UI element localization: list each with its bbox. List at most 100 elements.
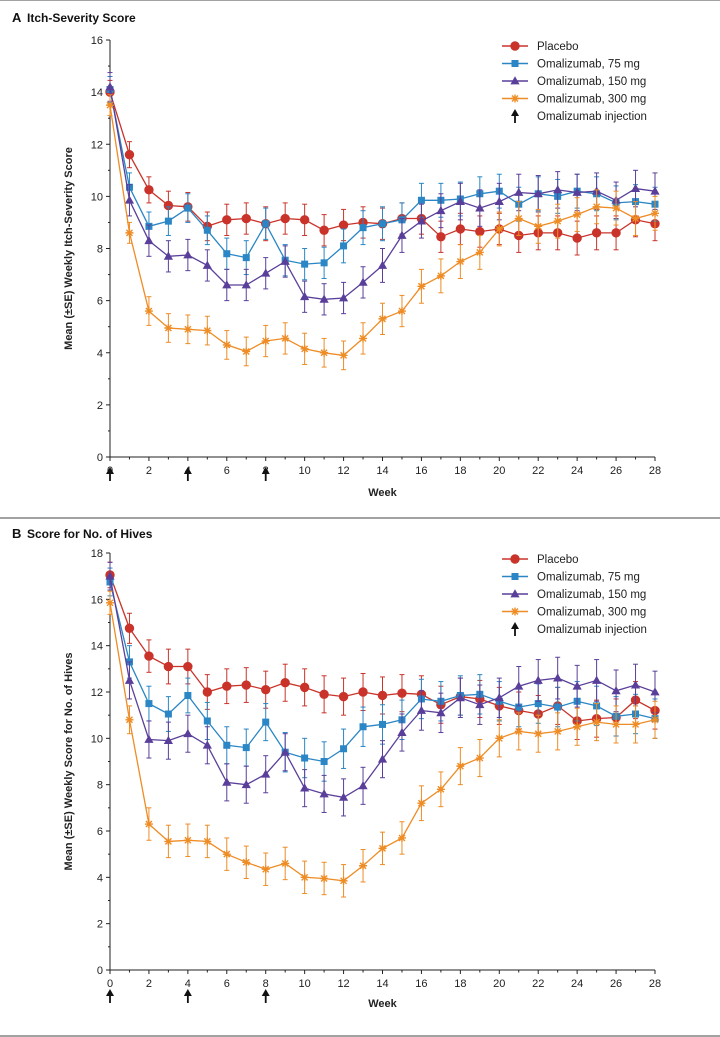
data-point bbox=[494, 692, 504, 702]
y-tick-label: 0 bbox=[97, 965, 103, 977]
x-tick-label: 12 bbox=[337, 465, 349, 477]
x-tick-label: 20 bbox=[493, 465, 505, 477]
x-tick-label: 18 bbox=[454, 978, 466, 990]
data-point bbox=[377, 754, 388, 763]
y-tick-label: 18 bbox=[91, 548, 103, 560]
data-point bbox=[417, 799, 426, 808]
data-point bbox=[319, 689, 329, 700]
data-point bbox=[338, 220, 349, 230]
legend-item: Omalizumab, 75 mg bbox=[502, 59, 640, 71]
legend-item: Omalizumab, 300 mg bbox=[502, 94, 646, 106]
y-axis-title: Mean (±SE) Weekly Itch-Severity Score bbox=[63, 147, 75, 350]
data-point bbox=[222, 340, 231, 349]
y-tick-label: 12 bbox=[91, 687, 103, 699]
data-point bbox=[222, 681, 232, 691]
data-point bbox=[378, 844, 387, 853]
legend-marker bbox=[511, 94, 519, 103]
legend-label: Omalizumab, 300 mg bbox=[537, 94, 646, 106]
data-point bbox=[416, 705, 427, 714]
x-tick-label: 18 bbox=[454, 465, 466, 477]
data-point bbox=[417, 196, 425, 204]
data-point bbox=[436, 205, 446, 215]
x-tick-label: 28 bbox=[649, 465, 661, 477]
y-tick-label: 6 bbox=[97, 296, 103, 308]
data-point bbox=[339, 876, 348, 885]
data-point bbox=[125, 228, 134, 237]
data-point bbox=[359, 224, 367, 232]
data-point bbox=[163, 735, 173, 745]
data-point bbox=[202, 260, 212, 269]
data-point bbox=[397, 833, 406, 842]
x-axis-title: Week bbox=[368, 487, 397, 499]
data-point bbox=[650, 687, 660, 696]
legend-marker bbox=[511, 573, 519, 580]
data-point bbox=[436, 271, 445, 280]
data-point bbox=[436, 708, 446, 717]
x-tick-label: 14 bbox=[376, 465, 388, 477]
data-point bbox=[203, 837, 212, 846]
data-point bbox=[359, 334, 368, 343]
y-tick-label: 4 bbox=[97, 872, 103, 884]
x-tick-label: 4 bbox=[185, 978, 191, 990]
data-point bbox=[202, 687, 213, 697]
y-tick-label: 14 bbox=[91, 641, 103, 653]
x-tick-label: 2 bbox=[146, 978, 152, 990]
legend-label: Placebo bbox=[537, 41, 579, 53]
data-point bbox=[164, 837, 173, 846]
data-point bbox=[242, 744, 250, 752]
data-point bbox=[183, 325, 192, 334]
data-point bbox=[553, 673, 563, 682]
data-point bbox=[300, 783, 310, 792]
x-axis-title: Week bbox=[368, 998, 397, 1010]
data-point bbox=[475, 203, 485, 212]
y-tick-label: 0 bbox=[97, 452, 103, 464]
data-point bbox=[592, 675, 602, 684]
data-point bbox=[144, 185, 154, 195]
x-tick-label: 24 bbox=[571, 465, 583, 477]
legend-label: Omalizumab, 150 mg bbox=[537, 589, 646, 601]
data-point bbox=[611, 686, 621, 695]
data-point bbox=[630, 183, 641, 192]
data-point bbox=[320, 874, 329, 883]
data-point bbox=[223, 250, 231, 258]
data-point bbox=[339, 351, 348, 360]
legend-item: Placebo bbox=[502, 41, 579, 53]
x-tick-label: 16 bbox=[415, 465, 427, 477]
data-point bbox=[379, 220, 386, 228]
data-point bbox=[494, 196, 504, 205]
data-point bbox=[145, 700, 153, 708]
data-point bbox=[124, 149, 135, 160]
data-point bbox=[164, 217, 172, 225]
data-point bbox=[358, 781, 368, 790]
y-tick-label: 16 bbox=[91, 594, 103, 606]
series-triangle-2 bbox=[105, 72, 660, 316]
data-point bbox=[320, 348, 329, 357]
data-point bbox=[338, 691, 349, 702]
x-tick-label: 6 bbox=[224, 465, 230, 477]
y-tick-label: 8 bbox=[97, 244, 103, 256]
y-tick-label: 6 bbox=[97, 826, 103, 838]
data-point bbox=[299, 215, 310, 225]
data-point bbox=[222, 850, 231, 859]
injection-arrow bbox=[183, 467, 192, 481]
data-point bbox=[280, 678, 290, 688]
panel-letter: A bbox=[12, 10, 22, 25]
x-tick-label: 26 bbox=[610, 465, 622, 477]
data-point bbox=[262, 220, 270, 228]
data-point bbox=[319, 789, 329, 798]
data-point bbox=[377, 260, 388, 269]
data-point bbox=[514, 214, 523, 223]
data-point bbox=[300, 291, 310, 301]
x-tick-label: 6 bbox=[224, 978, 230, 990]
legend-marker bbox=[511, 60, 519, 67]
data-point bbox=[475, 248, 484, 257]
data-point bbox=[105, 82, 115, 91]
data-point bbox=[630, 680, 641, 689]
data-point bbox=[397, 688, 407, 698]
data-point bbox=[631, 720, 640, 729]
series-star-3 bbox=[106, 590, 659, 898]
data-point bbox=[475, 754, 484, 763]
data-point bbox=[261, 684, 271, 695]
